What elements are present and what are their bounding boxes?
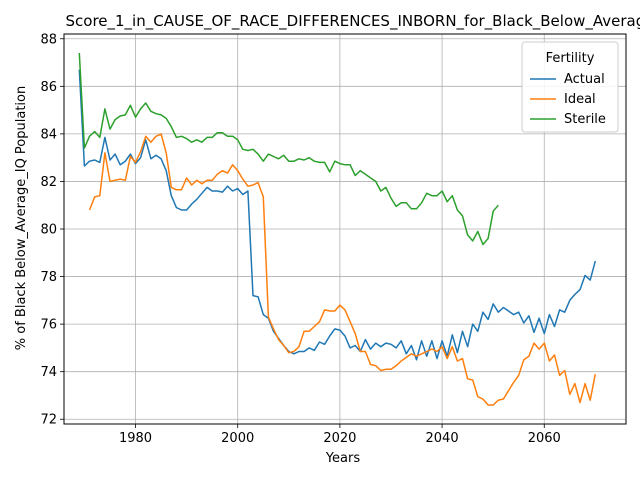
series-lines	[78, 52, 597, 406]
series-line-ideal	[88, 133, 597, 406]
y-tick-label: 86	[40, 80, 57, 95]
legend-box	[521, 41, 619, 133]
plot-frame	[63, 33, 627, 425]
x-tick-label: 2040	[426, 431, 459, 446]
y-tick-label: 72	[40, 413, 57, 428]
x-tick-label: 2020	[323, 431, 356, 446]
legend-title: Fertility	[546, 51, 595, 66]
x-tick-label: 2060	[528, 431, 561, 446]
y-tick-label: 76	[40, 318, 57, 333]
x-tick-label: 2000	[221, 431, 254, 446]
y-tick-label: 74	[40, 365, 57, 380]
legend-label-ideal: Ideal	[564, 92, 596, 107]
y-axis-label: % of Black Below_Average_IQ Population	[14, 86, 29, 350]
axes: 1980 2000 2020 2040 2060 72 74 76 78 80 82 84 86 88	[40, 32, 560, 446]
y-tick-label: 82	[40, 175, 57, 190]
y-tick-label: 88	[40, 32, 57, 47]
series-line-actual	[78, 69, 597, 361]
chart-title: Score_1_in_CAUSE_OF_RACE_DIFFERENCES_INB…	[66, 12, 640, 31]
y-tick-label: 80	[40, 223, 57, 238]
legend: Fertility Actual Ideal Sterile	[521, 41, 619, 133]
legend-label-sterile: Sterile	[564, 112, 606, 127]
x-axis-label: Years	[325, 451, 361, 466]
x-tick-label: 1980	[119, 431, 152, 446]
legend-label-actual: Actual	[564, 72, 605, 87]
y-tick-label: 84	[40, 127, 57, 142]
y-tick-label: 78	[40, 270, 57, 285]
series-line-sterile	[78, 52, 499, 246]
